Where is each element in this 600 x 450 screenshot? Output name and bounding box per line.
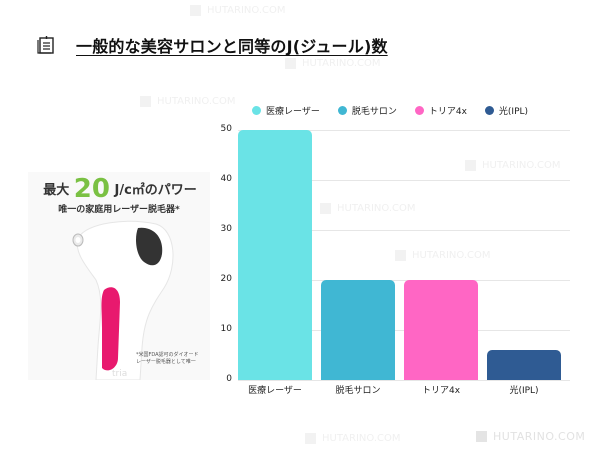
product-subheadline: 唯一の家庭用レーザー脱毛器* <box>58 205 180 215</box>
gridline <box>238 280 570 281</box>
watermark: HUTARINO.COM <box>320 203 416 214</box>
legend-item[interactable]: 脱毛サロン <box>337 104 397 117</box>
bar[interactable] <box>238 130 312 380</box>
y-axis-tick: 10 <box>220 324 232 334</box>
title-row: 一般的な美容サロンと同等のJ(ジュール)数 <box>36 33 388 57</box>
y-axis-tick: 20 <box>220 274 232 284</box>
gridline <box>238 130 570 131</box>
legend-item[interactable]: 光(IPL) <box>484 104 528 117</box>
notepad-icon <box>37 36 54 54</box>
legend-dot-icon <box>414 106 424 115</box>
bar-chart: 0 10 20 30 40 50 医療レーザー 脱毛サロン トリア4x 光(IPL) <box>210 122 570 402</box>
watermark: HUTARINO.COM <box>140 96 236 107</box>
legend-item[interactable]: 医療レーザー <box>252 104 320 117</box>
y-axis-tick: 0 <box>226 374 232 384</box>
product-image: 最大 20 J/c㎡のパワー 唯一の家庭用レーザー脱毛器* tria *米国FD… <box>28 172 210 380</box>
svg-text:tria: tria <box>112 369 127 379</box>
bar[interactable] <box>321 280 395 380</box>
gridline <box>238 180 570 181</box>
watermark: HUTARINO.COM <box>395 250 491 261</box>
watermark-hutarino: HUTARINO.COM <box>476 430 585 443</box>
y-axis-tick: 50 <box>220 124 232 134</box>
x-axis-label: トリア4x <box>421 386 461 396</box>
watermark: HUTARINO.COM <box>305 433 401 444</box>
bar[interactable] <box>487 350 561 380</box>
gridline <box>238 380 570 381</box>
legend-dot-icon <box>252 106 261 115</box>
watermark: HUTARINO.COM <box>285 58 381 69</box>
watermark: HUTARINO.COM <box>190 5 286 16</box>
watermark: HUTARINO.COM <box>465 160 561 171</box>
bar[interactable] <box>404 280 478 380</box>
laser-device-illustration: tria <box>72 220 174 380</box>
x-axis-label: 医療レーザー <box>248 386 302 396</box>
page-title: 一般的な美容サロンと同等のJ(ジュール)数 <box>76 37 388 56</box>
product-headline: 最大 20 J/c㎡のパワー <box>43 174 197 204</box>
y-axis-tick: 30 <box>220 224 232 234</box>
legend-dot-icon <box>484 106 494 115</box>
chart-legend: 医療レーザー 脱毛サロン トリア4x 光(IPL) <box>252 104 528 117</box>
product-footnote: *米国FDA認可のダイオード レーザー脱毛器として唯一 <box>136 352 199 365</box>
x-axis-label: 脱毛サロン <box>335 386 381 396</box>
legend-dot-icon <box>337 106 347 115</box>
legend-item[interactable]: トリア4x <box>414 104 467 117</box>
gridline <box>238 230 570 231</box>
x-axis-label: 光(IPL) <box>509 386 539 396</box>
y-axis-tick: 40 <box>220 174 232 184</box>
